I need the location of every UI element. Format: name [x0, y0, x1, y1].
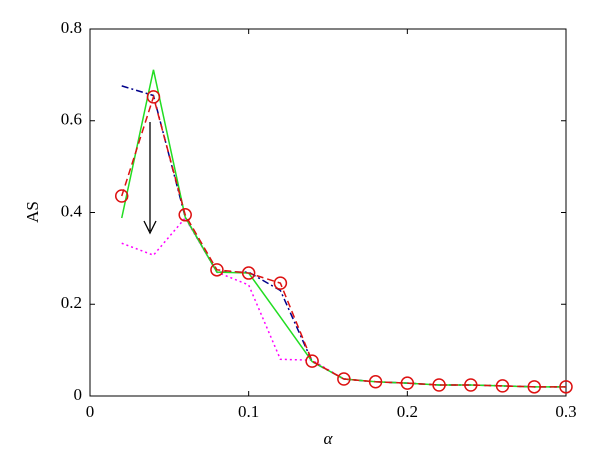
y-tick-label: 0.2	[61, 293, 82, 312]
x-tick-label: 0.3	[555, 402, 576, 421]
data-point	[146, 90, 161, 104]
y-tick-label: 0.8	[61, 18, 82, 37]
y-tick-label: 0	[74, 385, 83, 404]
data-point	[114, 189, 129, 203]
data-point	[241, 266, 256, 280]
data-point	[305, 354, 319, 368]
data-point	[432, 378, 446, 392]
annotation-arrow	[143, 122, 157, 235]
series-line	[121, 94, 566, 388]
data-point	[337, 372, 351, 386]
data-point	[400, 376, 415, 390]
plot-frame	[89, 28, 567, 397]
series-line	[120, 69, 566, 388]
data-point	[495, 379, 510, 393]
x-tick-label: 0.1	[238, 402, 259, 421]
y-tick-label: 0.4	[61, 201, 83, 220]
data-point	[210, 263, 224, 277]
series-line	[121, 85, 566, 388]
y-tick-label: 0.6	[61, 110, 82, 129]
data-point	[527, 380, 542, 394]
x-tick-label: 0	[86, 402, 95, 421]
data-point	[178, 208, 192, 222]
y-axis-label: AS	[23, 201, 42, 223]
data-point	[559, 380, 573, 394]
series-line	[121, 216, 566, 388]
data-point	[464, 378, 478, 392]
data-point	[273, 276, 288, 290]
data-point	[368, 375, 383, 389]
x-tick-label: 0.2	[397, 402, 418, 421]
x-axis-label: α	[324, 429, 334, 448]
